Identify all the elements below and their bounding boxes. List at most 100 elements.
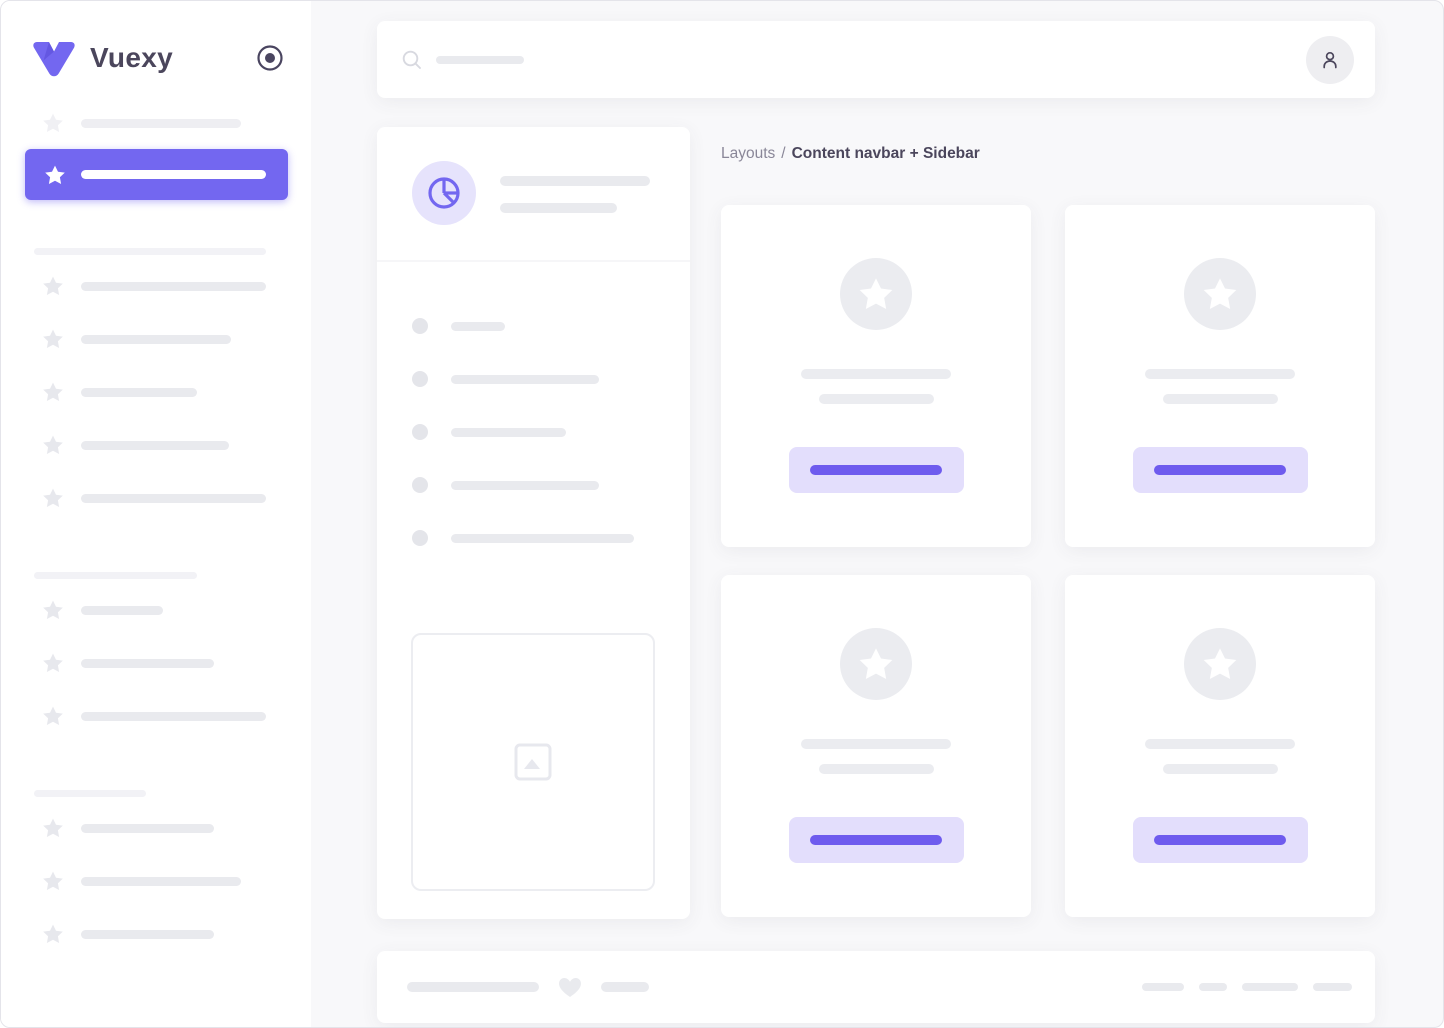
bullet-dot: [412, 530, 428, 546]
panel-list-item: [377, 318, 690, 334]
star-icon: [43, 382, 63, 401]
sidebar-item-label-placeholder: [81, 605, 163, 615]
footer-text-placeholder: [601, 982, 649, 992]
star-icon: [43, 600, 63, 619]
app-title: Vuexy: [90, 42, 173, 73]
panel-header-lines: [500, 176, 650, 225]
footer-link-placeholder[interactable]: [1242, 983, 1298, 991]
sidebar-item[interactable]: [1, 651, 311, 675]
panel-list-item: [377, 424, 690, 440]
user-avatar[interactable]: [1306, 35, 1354, 84]
sidebar-item[interactable]: [1, 598, 311, 622]
card-grid: [721, 205, 1375, 917]
panel-divider: [377, 260, 690, 262]
star-icon: [43, 488, 63, 507]
button-label-placeholder: [810, 465, 942, 475]
sidebar-item[interactable]: [1, 274, 311, 298]
panel-title-placeholder: [500, 176, 650, 186]
card-text-placeholder: [818, 764, 934, 774]
star-badge: [1184, 628, 1256, 700]
star-icon: [43, 113, 63, 132]
main-area: Layouts / Content navbar + Sidebar: [311, 1, 1443, 1027]
sidebar-item[interactable]: [1, 111, 311, 135]
content-panel-card: [377, 127, 690, 919]
list-item-label-placeholder: [451, 427, 566, 437]
image-placeholder: [411, 633, 655, 891]
footer-link-placeholder[interactable]: [1142, 983, 1184, 991]
star-icon: [43, 276, 63, 295]
sidebar-item-label-placeholder: [81, 387, 197, 397]
breadcrumb: Layouts / Content navbar + Sidebar: [721, 145, 1375, 163]
card-text-placeholder: [801, 369, 951, 379]
star-icon: [45, 165, 65, 184]
card-button[interactable]: [1132, 817, 1308, 863]
panel-list: [377, 318, 690, 546]
star-icon: [43, 924, 63, 943]
star-badge: [840, 628, 912, 700]
bullet-dot: [412, 424, 428, 440]
sidebar-item[interactable]: [1, 869, 311, 893]
panel-list-item: [377, 477, 690, 493]
card-text-placeholder: [1162, 764, 1278, 774]
card-text-placeholder: [1145, 369, 1295, 379]
card-text-placeholder: [801, 739, 951, 749]
card-button[interactable]: [788, 817, 964, 863]
feature-card: [1065, 575, 1375, 917]
sidebar-item[interactable]: [1, 486, 311, 510]
sidebar-item-label-placeholder: [81, 929, 214, 939]
sidebar-item[interactable]: [1, 327, 311, 351]
star-icon: [43, 871, 63, 890]
sidebar-item-label-placeholder: [81, 281, 266, 291]
panel-list-item: [377, 530, 690, 546]
star-icon: [43, 653, 63, 672]
card-text-placeholder: [818, 394, 934, 404]
heart-icon: [557, 974, 583, 1000]
vuexy-logo-icon: [31, 38, 77, 78]
list-item-label-placeholder: [451, 374, 599, 384]
sidebar-item[interactable]: [1, 922, 311, 946]
sidebar-item[interactable]: [1, 433, 311, 457]
star-icon: [859, 278, 893, 309]
sidebar-group: [1, 598, 311, 728]
button-label-placeholder: [1154, 465, 1286, 475]
star-badge: [840, 258, 912, 330]
user-icon: [1323, 51, 1337, 68]
top-navbar: [377, 21, 1375, 98]
breadcrumb-parent[interactable]: Layouts: [721, 145, 776, 162]
right-column: Layouts / Content navbar + Sidebar: [721, 127, 1375, 919]
star-badge: [1184, 258, 1256, 330]
sidebar-header: Vuexy: [1, 39, 311, 77]
sidebar-item[interactable]: [1, 816, 311, 840]
card-text-placeholder: [1145, 739, 1295, 749]
sidebar-item-label-placeholder: [81, 118, 241, 128]
star-icon: [43, 329, 63, 348]
search-icon[interactable]: [401, 49, 423, 71]
sidebar-item[interactable]: [25, 149, 288, 200]
footer-links: [1142, 983, 1352, 991]
sidebar-section-header-placeholder: [34, 572, 197, 579]
feature-card: [1065, 205, 1375, 547]
footer-card: [377, 951, 1375, 1023]
card-button[interactable]: [1132, 447, 1308, 493]
footer-link-placeholder[interactable]: [1313, 983, 1352, 991]
sidebar-item-label-placeholder: [81, 334, 231, 344]
bullet-dot: [412, 318, 428, 334]
image-icon: [514, 743, 552, 781]
sidebar-section-header-placeholder: [34, 790, 146, 797]
sidebar-section-header-placeholder: [34, 248, 266, 255]
radio-dot-icon[interactable]: [256, 44, 284, 72]
sidebar-item-label-placeholder: [81, 823, 214, 833]
sidebar-item-label-placeholder: [81, 493, 266, 503]
panel-title-placeholder: [500, 203, 617, 213]
panel-list-item: [377, 371, 690, 387]
sidebar-item[interactable]: [1, 380, 311, 404]
list-item-label-placeholder: [451, 321, 505, 331]
sidebar-item[interactable]: [1, 704, 311, 728]
star-icon: [1203, 278, 1237, 309]
star-icon: [43, 818, 63, 837]
card-button[interactable]: [788, 447, 964, 493]
sidebar-item-label-placeholder: [81, 658, 214, 668]
search-placeholder: [436, 55, 524, 64]
footer-link-placeholder[interactable]: [1199, 983, 1227, 991]
